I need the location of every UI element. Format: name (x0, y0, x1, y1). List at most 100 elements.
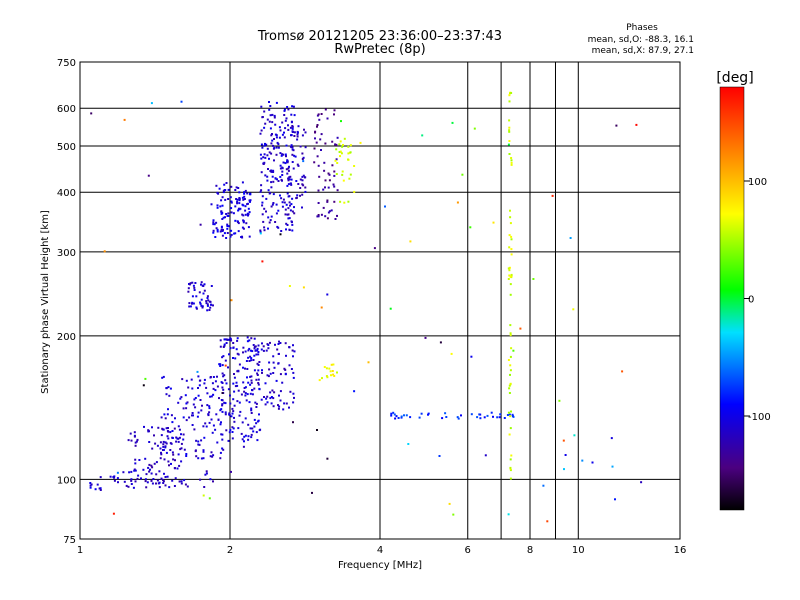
data-point (252, 344, 255, 346)
data-point (259, 232, 262, 235)
data-point (282, 161, 285, 164)
data-point (275, 379, 278, 382)
data-point (285, 155, 287, 158)
data-point (409, 416, 412, 419)
y-tick-label: 750 (57, 58, 76, 69)
data-point (229, 337, 232, 340)
data-point (275, 101, 278, 104)
data-point (261, 201, 264, 204)
data-point (158, 481, 161, 484)
data-point (257, 382, 260, 384)
data-point (296, 194, 299, 197)
data-point (185, 419, 188, 422)
data-point (116, 477, 119, 480)
data-point (291, 125, 294, 127)
data-point (318, 379, 321, 382)
data-point (304, 190, 307, 193)
data-point (231, 407, 234, 410)
data-point (168, 394, 171, 397)
data-point (285, 168, 288, 171)
data-point (215, 413, 218, 416)
data-point (322, 188, 325, 191)
data-point (266, 118, 269, 121)
data-point (167, 437, 170, 440)
data-point (279, 129, 282, 132)
data-point (225, 213, 228, 215)
data-point (156, 444, 159, 447)
data-point (284, 373, 287, 376)
data-point (509, 369, 512, 372)
data-point (301, 179, 304, 182)
data-point (244, 417, 247, 420)
data-point (248, 235, 251, 238)
data-point (270, 186, 273, 189)
data-point (322, 206, 325, 209)
data-point (621, 370, 624, 373)
data-point (349, 173, 352, 176)
data-point (237, 389, 240, 392)
data-point (249, 200, 251, 203)
data-point (291, 210, 294, 213)
data-point (212, 223, 215, 226)
data-point (217, 418, 220, 421)
data-point (261, 146, 264, 149)
data-point (230, 201, 233, 204)
data-point (200, 304, 203, 307)
data-point (127, 485, 130, 488)
data-point (279, 390, 282, 393)
data-point (244, 392, 247, 395)
data-point (147, 174, 150, 177)
data-point (250, 409, 253, 412)
data-point (320, 213, 323, 216)
data-point (223, 343, 226, 346)
data-point (384, 205, 386, 208)
data-point (507, 411, 510, 414)
data-point (244, 434, 247, 437)
data-point (247, 226, 250, 229)
data-point (283, 131, 285, 134)
data-point (276, 348, 279, 351)
data-point (333, 375, 336, 377)
data-point (286, 224, 289, 226)
data-point (333, 170, 336, 173)
data-point (509, 324, 512, 327)
data-point (202, 425, 205, 428)
data-point (328, 210, 331, 213)
data-point (280, 178, 283, 181)
data-point (223, 183, 226, 186)
data-point (498, 416, 501, 419)
data-point (563, 468, 565, 471)
data-point (230, 415, 233, 418)
data-point (348, 177, 351, 180)
data-point (349, 151, 352, 154)
data-point (332, 373, 335, 376)
data-point (221, 410, 224, 413)
data-point (324, 179, 327, 182)
data-point (199, 399, 202, 401)
data-point (292, 355, 294, 358)
data-point (225, 382, 228, 385)
data-point (247, 423, 250, 426)
data-point (286, 159, 289, 162)
data-point (198, 291, 201, 294)
data-point (318, 118, 321, 121)
data-point (461, 173, 464, 176)
data-point (253, 354, 256, 357)
data-point (270, 134, 273, 137)
data-point (270, 396, 273, 398)
data-point (272, 202, 275, 204)
data-point (546, 520, 549, 523)
data-point (291, 148, 294, 151)
data-point (148, 430, 150, 433)
data-point (162, 428, 165, 431)
data-point (317, 214, 320, 216)
data-point (232, 398, 235, 401)
data-point (191, 412, 194, 414)
data-point (256, 347, 259, 350)
data-point (242, 351, 244, 354)
data-point (129, 432, 132, 435)
data-point (208, 309, 211, 311)
data-point (166, 430, 169, 432)
y-axis-label: Stationary phase Virtual Height [km] (40, 210, 51, 394)
data-point (210, 451, 213, 454)
